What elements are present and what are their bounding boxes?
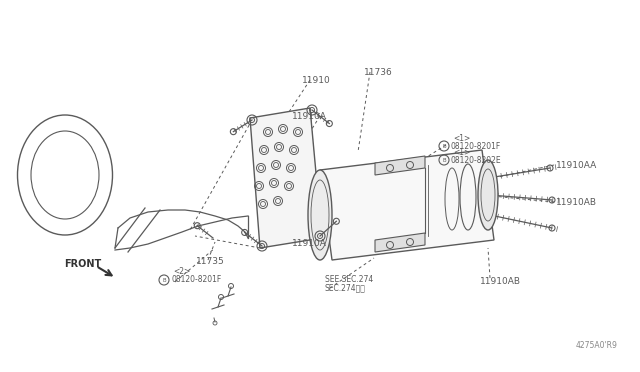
Text: 08120-8202E: 08120-8202E xyxy=(451,155,502,164)
Text: 08120-8201F: 08120-8201F xyxy=(171,276,221,285)
Ellipse shape xyxy=(308,170,332,260)
Text: SEE SEC.274: SEE SEC.274 xyxy=(325,275,373,283)
Text: B: B xyxy=(442,157,446,163)
Text: SEC.274参照: SEC.274参照 xyxy=(325,283,366,292)
Text: 11910A: 11910A xyxy=(292,240,327,248)
Text: 11910AB: 11910AB xyxy=(556,198,597,206)
Text: 11910AA: 11910AA xyxy=(556,160,597,170)
Text: B: B xyxy=(162,278,166,282)
Text: 11910AB: 11910AB xyxy=(480,278,521,286)
Text: 11736: 11736 xyxy=(364,67,393,77)
Ellipse shape xyxy=(478,160,498,230)
Polygon shape xyxy=(250,108,322,248)
Text: FRONT: FRONT xyxy=(64,259,101,269)
Polygon shape xyxy=(375,156,425,175)
Text: 08120-8201F: 08120-8201F xyxy=(451,141,501,151)
Polygon shape xyxy=(320,150,494,260)
Text: <1>: <1> xyxy=(453,148,470,157)
Text: 11735: 11735 xyxy=(196,257,225,266)
Text: 4275A0'R9: 4275A0'R9 xyxy=(576,340,618,350)
Text: 11910: 11910 xyxy=(302,76,331,84)
Text: <1>: <1> xyxy=(453,134,470,142)
Text: <2>: <2> xyxy=(173,267,190,276)
Polygon shape xyxy=(375,233,425,252)
Text: B: B xyxy=(442,144,446,148)
Text: 11910A: 11910A xyxy=(292,112,327,121)
